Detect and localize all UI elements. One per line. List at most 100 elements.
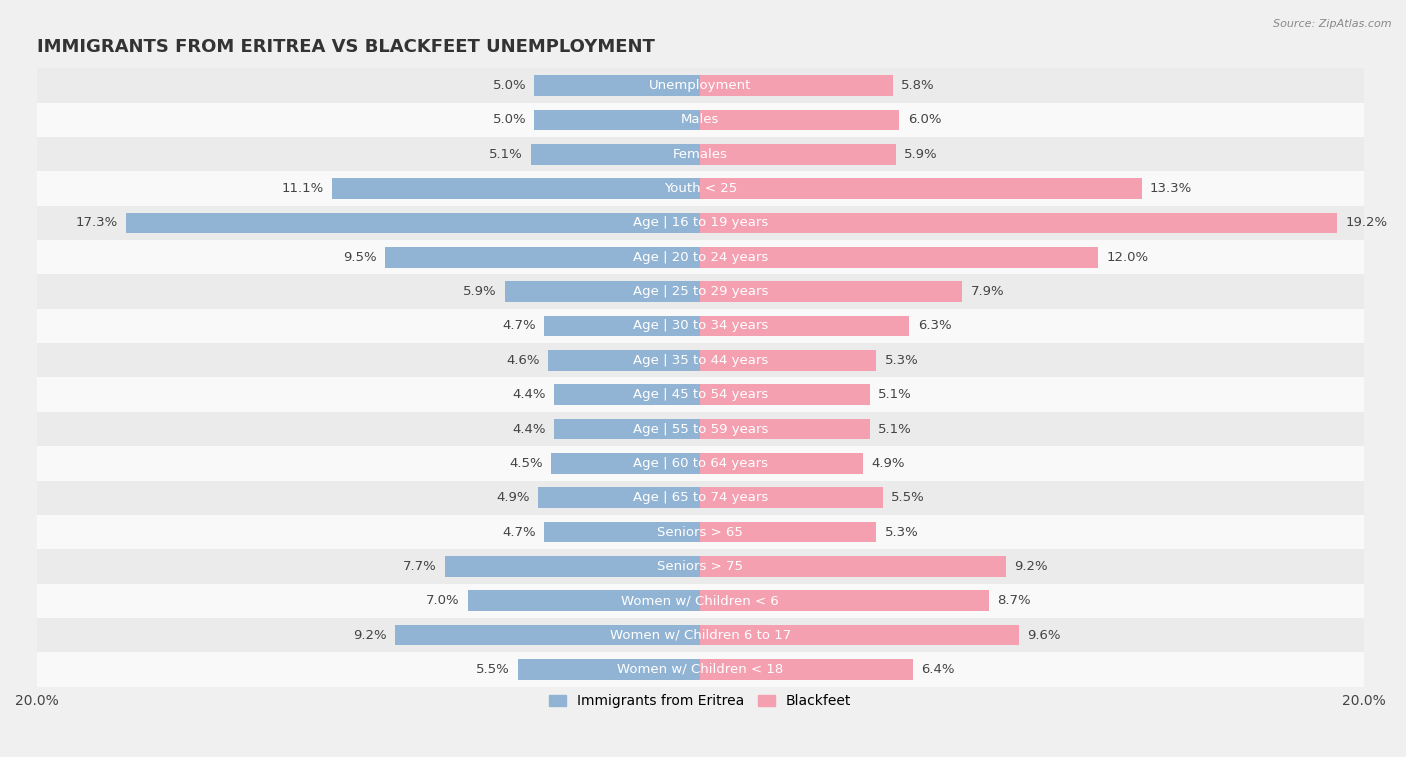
Bar [37,206,1364,240]
Bar [544,316,700,336]
Text: 4.4%: 4.4% [513,388,546,401]
Bar [700,144,896,164]
Bar [37,446,1364,481]
Bar [37,378,1364,412]
Text: 5.9%: 5.9% [463,285,496,298]
Bar [700,110,900,130]
Text: Males: Males [681,114,720,126]
Bar [700,350,876,371]
Bar [37,275,1364,309]
Bar [385,247,700,267]
Bar [700,247,1098,267]
Text: Seniors > 65: Seniors > 65 [658,525,744,538]
Bar [37,653,1364,687]
Text: Age | 16 to 19 years: Age | 16 to 19 years [633,217,768,229]
Bar [37,343,1364,378]
Bar [37,550,1364,584]
Text: 7.0%: 7.0% [426,594,460,607]
Text: IMMIGRANTS FROM ERITREA VS BLACKFEET UNEMPLOYMENT: IMMIGRANTS FROM ERITREA VS BLACKFEET UNE… [37,38,655,56]
Bar [505,282,700,302]
Text: 9.5%: 9.5% [343,251,377,263]
Bar [700,179,1142,199]
Text: Unemployment: Unemployment [650,79,752,92]
Text: Age | 30 to 34 years: Age | 30 to 34 years [633,319,768,332]
Text: 5.0%: 5.0% [492,114,526,126]
Bar [37,412,1364,446]
Text: Source: ZipAtlas.com: Source: ZipAtlas.com [1274,19,1392,29]
Text: Females: Females [673,148,728,160]
Text: 9.6%: 9.6% [1028,628,1060,642]
Text: 4.7%: 4.7% [502,319,536,332]
Bar [700,556,1005,577]
Legend: Immigrants from Eritrea, Blackfeet: Immigrants from Eritrea, Blackfeet [544,689,856,714]
Bar [548,350,700,371]
Bar [700,590,988,611]
Text: 9.2%: 9.2% [353,628,387,642]
Text: 12.0%: 12.0% [1107,251,1149,263]
Text: 6.0%: 6.0% [908,114,941,126]
Text: 4.9%: 4.9% [496,491,530,504]
Text: 7.7%: 7.7% [404,560,437,573]
Bar [37,618,1364,653]
Bar [332,179,700,199]
Text: 4.7%: 4.7% [502,525,536,538]
Bar [700,625,1019,646]
Bar [37,171,1364,206]
Bar [444,556,700,577]
Bar [468,590,700,611]
Text: Women w/ Children 6 to 17: Women w/ Children 6 to 17 [610,628,792,642]
Text: 5.9%: 5.9% [904,148,938,160]
Text: 6.4%: 6.4% [921,663,955,676]
Bar [534,110,700,130]
Text: 4.4%: 4.4% [513,422,546,435]
Text: Age | 35 to 44 years: Age | 35 to 44 years [633,354,768,367]
Text: 5.8%: 5.8% [901,79,935,92]
Text: Age | 45 to 54 years: Age | 45 to 54 years [633,388,768,401]
Text: 6.3%: 6.3% [918,319,952,332]
Bar [551,453,700,474]
Bar [544,522,700,542]
Text: 5.3%: 5.3% [884,525,918,538]
Bar [37,309,1364,343]
Text: 19.2%: 19.2% [1346,217,1388,229]
Bar [531,144,700,164]
Text: 9.2%: 9.2% [1014,560,1047,573]
Bar [37,103,1364,137]
Text: 11.1%: 11.1% [281,182,323,195]
Text: 4.6%: 4.6% [506,354,540,367]
Bar [517,659,700,680]
Text: 17.3%: 17.3% [76,217,118,229]
Bar [534,75,700,96]
Text: 5.0%: 5.0% [492,79,526,92]
Text: Age | 25 to 29 years: Age | 25 to 29 years [633,285,768,298]
Bar [700,282,963,302]
Text: Women w/ Children < 6: Women w/ Children < 6 [621,594,779,607]
Bar [37,137,1364,171]
Bar [700,419,869,439]
Text: Youth < 25: Youth < 25 [664,182,737,195]
Text: Age | 55 to 59 years: Age | 55 to 59 years [633,422,768,435]
Text: 5.5%: 5.5% [891,491,925,504]
Text: Age | 20 to 24 years: Age | 20 to 24 years [633,251,768,263]
Text: 5.1%: 5.1% [489,148,523,160]
Text: 5.1%: 5.1% [877,422,911,435]
Text: 5.3%: 5.3% [884,354,918,367]
Bar [37,584,1364,618]
Text: 4.5%: 4.5% [509,457,543,470]
Bar [700,453,863,474]
Text: 4.9%: 4.9% [872,457,904,470]
Text: 7.9%: 7.9% [970,285,1004,298]
Bar [700,385,869,405]
Bar [700,659,912,680]
Text: 8.7%: 8.7% [997,594,1031,607]
Bar [700,75,893,96]
Bar [37,481,1364,515]
Bar [700,488,883,508]
Text: 5.1%: 5.1% [877,388,911,401]
Bar [700,522,876,542]
Bar [700,213,1337,233]
Text: 13.3%: 13.3% [1150,182,1192,195]
Bar [37,240,1364,275]
Bar [554,419,700,439]
Bar [37,68,1364,103]
